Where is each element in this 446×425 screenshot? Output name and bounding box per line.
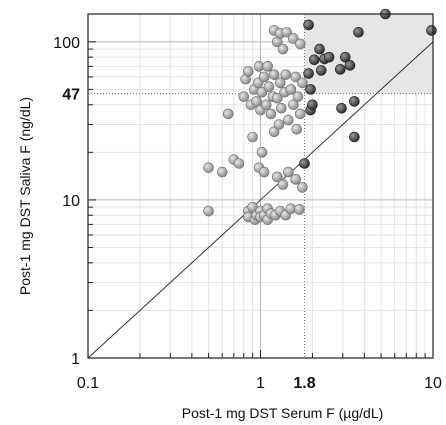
data-point-below-threshold: [293, 92, 303, 102]
data-point-below-threshold: [278, 44, 288, 54]
data-point-below-threshold: [292, 124, 302, 134]
y-tick-label: 100: [53, 35, 80, 52]
data-point-above-threshold: [349, 96, 359, 106]
x-axis-title: Post-1 mg DST Serum F (µg/dL): [182, 405, 384, 421]
data-point-below-threshold: [234, 158, 244, 168]
x-tick-label: 1: [256, 375, 265, 392]
data-point-below-threshold: [283, 167, 293, 177]
data-point-above-threshold: [304, 20, 314, 30]
data-point-below-threshold: [295, 109, 305, 119]
data-point-below-threshold: [269, 70, 279, 80]
data-point-above-threshold: [324, 52, 334, 62]
data-point-above-threshold: [316, 65, 326, 75]
x-tick-label: 0.1: [77, 375, 99, 392]
data-point-below-threshold: [257, 147, 267, 157]
data-point-below-threshold: [264, 82, 274, 92]
x-tick-label: 10: [424, 375, 442, 392]
data-point-above-threshold: [349, 132, 359, 142]
data-point-above-threshold: [300, 158, 310, 168]
data-point-above-threshold: [337, 103, 347, 113]
data-point-below-threshold: [263, 61, 273, 71]
data-point-below-threshold: [217, 167, 227, 177]
data-point-below-threshold: [204, 163, 214, 173]
data-point-below-threshold: [239, 92, 249, 102]
data-point-below-threshold: [291, 174, 301, 184]
data-point-below-threshold: [259, 72, 269, 82]
data-point-below-threshold: [274, 119, 284, 129]
data-point-below-threshold: [266, 109, 276, 119]
data-point-below-threshold: [248, 132, 258, 142]
data-point-below-threshold: [243, 66, 253, 76]
data-point-above-threshold: [426, 25, 436, 35]
data-point-above-threshold: [315, 44, 325, 54]
x-tick-label: 1.8: [293, 375, 315, 392]
data-point-below-threshold: [223, 109, 233, 119]
y-axis-title: Post-1 mg DST Saliva F (ng/dL): [17, 97, 33, 295]
data-point-above-threshold: [309, 55, 319, 65]
y-tick-label: 10: [62, 193, 80, 210]
data-point-below-threshold: [281, 70, 291, 80]
data-point-above-threshold: [304, 69, 314, 79]
data-point-below-threshold: [261, 100, 271, 110]
data-point-below-threshold: [295, 39, 305, 49]
y-tick-label: 47: [62, 87, 80, 104]
data-point-below-threshold: [278, 180, 288, 190]
data-point-above-threshold: [306, 84, 316, 94]
data-point-below-threshold: [204, 206, 214, 216]
data-point-below-threshold: [294, 204, 304, 214]
y-tick-label: 1: [71, 351, 80, 368]
data-point-above-threshold: [335, 64, 345, 74]
data-point-below-threshold: [259, 167, 269, 177]
data-point-below-threshold: [276, 103, 286, 113]
data-point-below-threshold: [297, 182, 307, 192]
data-point-above-threshold: [307, 100, 317, 110]
data-point-below-threshold: [283, 115, 293, 125]
data-point-above-threshold: [345, 60, 355, 70]
data-point-below-threshold: [297, 78, 307, 88]
data-point-above-threshold: [354, 27, 364, 37]
